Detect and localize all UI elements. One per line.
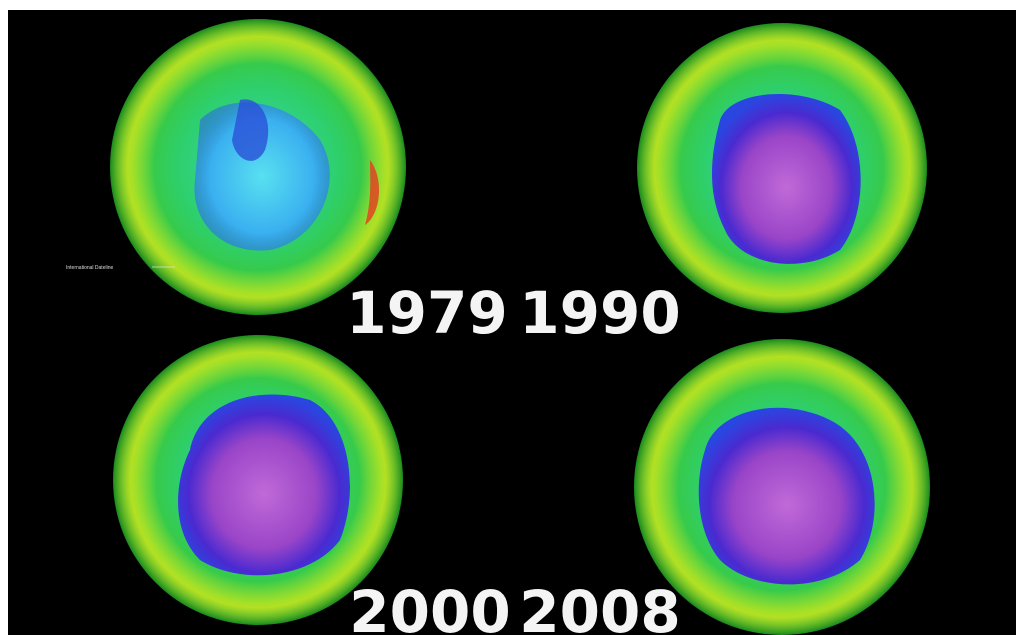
globe bbox=[634, 339, 930, 635]
globe: International Dateline bbox=[66, 19, 406, 315]
year-label: 2000 bbox=[349, 578, 510, 635]
globe bbox=[637, 23, 927, 313]
annotation: International Dateline bbox=[66, 265, 113, 271]
year-label: 1979 bbox=[346, 279, 507, 347]
globe bbox=[113, 335, 403, 625]
year-label: 1990 bbox=[519, 279, 680, 347]
year-label: 2008 bbox=[519, 578, 680, 635]
